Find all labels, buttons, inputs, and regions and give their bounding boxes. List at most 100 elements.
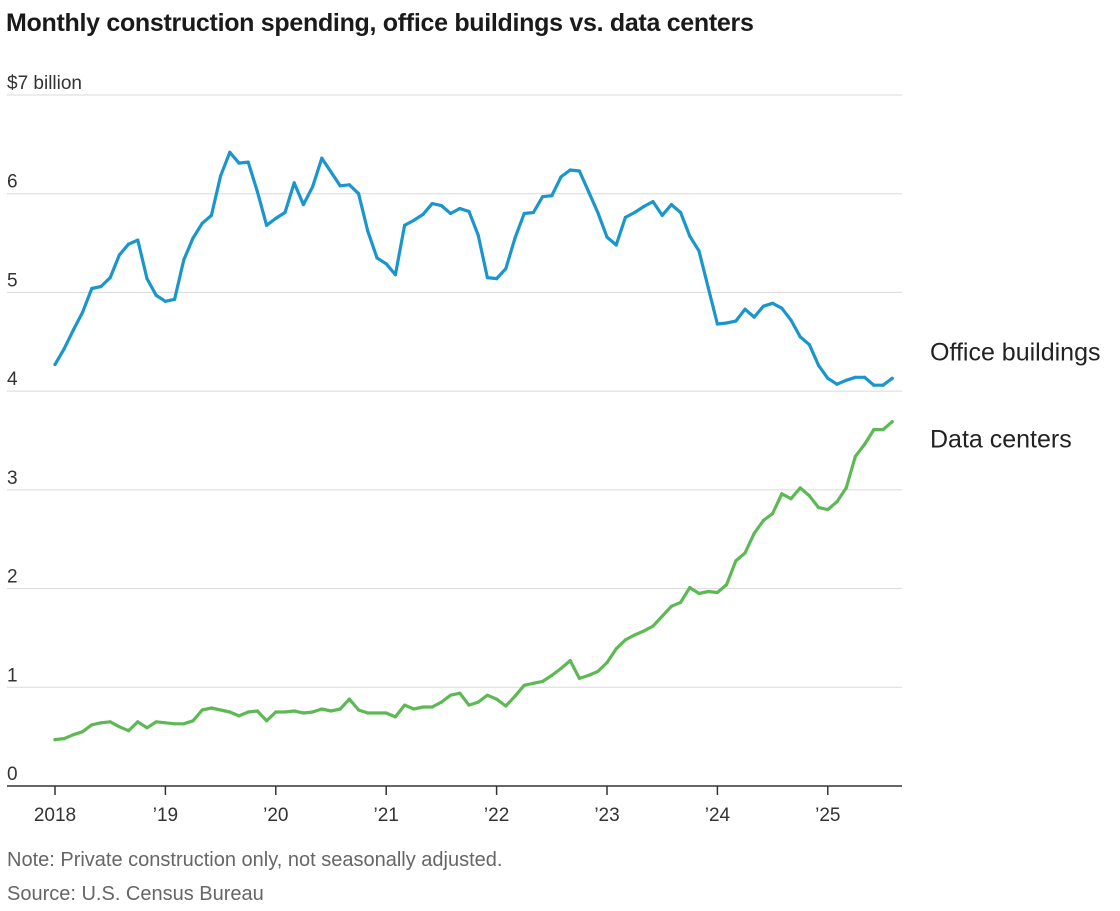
office-buildings-point [715, 322, 720, 326]
office-buildings-point [697, 249, 701, 253]
data-centers-point [301, 711, 305, 715]
data-centers-point [679, 600, 683, 604]
office-buildings-point [522, 211, 526, 216]
office-buildings-label: Office buildings [930, 338, 1100, 366]
office-buildings-point [807, 343, 812, 347]
data-centers-point [458, 691, 462, 695]
office-buildings-point [669, 202, 674, 207]
office-buildings-point [504, 267, 508, 271]
data-centers-point [495, 697, 499, 701]
office-buildings-point [237, 161, 241, 165]
data-centers-point [338, 707, 342, 711]
office-buildings-point [817, 363, 821, 368]
y-tick-label: $7 billion [7, 73, 82, 94]
office-buildings-point [366, 229, 370, 233]
office-buildings-point [154, 293, 158, 297]
data-centers-point [504, 704, 508, 708]
series-labels: Office buildings Data centers [930, 338, 1100, 453]
data-centers-point [881, 428, 885, 432]
office-buildings-point [458, 206, 462, 211]
data-centers-point [541, 679, 545, 683]
office-buildings-point [725, 321, 729, 325]
data-centers-point [605, 661, 609, 665]
office-buildings-point [393, 273, 397, 277]
data-centers-point [761, 518, 766, 523]
data-centers-point [439, 700, 443, 704]
x-tick-label: ’23 [594, 805, 619, 826]
data-centers-point [412, 707, 416, 711]
office-buildings-point [292, 181, 296, 185]
data-centers-point [219, 708, 223, 712]
office-buildings-point [81, 310, 85, 314]
data-centers-point [182, 722, 186, 726]
x-tick-label: ’20 [263, 805, 288, 826]
data-centers-point [550, 673, 554, 678]
data-centers-label: Data centers [930, 426, 1072, 454]
data-centers-point [614, 647, 618, 651]
data-centers-point [771, 511, 775, 516]
office-buildings-point [872, 383, 876, 387]
office-buildings-point [798, 335, 802, 339]
data-centers-point [596, 669, 600, 674]
data-centers-point [807, 494, 812, 498]
data-centers-point [311, 710, 315, 714]
office-buildings-point [614, 243, 618, 247]
data-centers-point [863, 442, 867, 447]
data-centers-point [237, 714, 241, 718]
data-centers-point [81, 730, 85, 734]
office-buildings-point [559, 175, 563, 179]
x-tick-label: 2018 [34, 805, 76, 826]
y-tick-label: 1 [7, 665, 18, 686]
data-centers-point [467, 703, 471, 707]
office-buildings-point [265, 223, 269, 227]
office-buildings-point [384, 262, 388, 266]
x-axis: 2018 ’19 ’20 ’21 ’22 ’23 ’24 ’25 [7, 785, 902, 826]
gridlines: 0 1 2 3 4 5 6 $7 billion [7, 73, 902, 785]
data-centers-point [485, 693, 489, 697]
data-centers-point [320, 707, 324, 711]
office-buildings-point [706, 285, 710, 290]
data-centers-point [71, 733, 75, 737]
office-buildings-point [163, 299, 167, 303]
office-buildings-point [228, 150, 232, 154]
data-centers-point [274, 710, 278, 714]
data-centers-point [357, 708, 361, 712]
chart-source: Source: U.S. Census Bureau [7, 883, 264, 905]
data-centers-point [430, 705, 434, 709]
data-centers-point [117, 725, 121, 729]
data-centers-point [154, 720, 158, 724]
office-buildings-point [136, 238, 140, 242]
chart-note: Note: Private construction only, not sea… [7, 849, 503, 871]
x-tick-label: ’22 [484, 805, 509, 826]
office-buildings-point [127, 242, 131, 246]
x-tick-label: ’21 [374, 805, 399, 826]
office-buildings-point [826, 376, 830, 380]
office-buildings-point [679, 210, 683, 215]
office-buildings-point [688, 234, 692, 238]
office-buildings-point [541, 195, 545, 199]
y-tick-label: 2 [7, 567, 18, 588]
office-buildings-point [108, 276, 112, 280]
data-centers-point [688, 585, 692, 590]
data-centers-point [706, 589, 710, 594]
office-buildings-point [780, 306, 784, 310]
data-centers-point [283, 710, 287, 714]
data-centers-point [127, 729, 131, 733]
office-buildings-point [145, 277, 149, 281]
office-buildings-point [485, 276, 489, 280]
data-centers-point [577, 676, 582, 681]
office-buildings-point [283, 210, 287, 215]
office-buildings-point [412, 218, 416, 222]
chart-title: Monthly construction spending, office bu… [6, 9, 754, 37]
office-buildings-point [771, 301, 775, 305]
data-centers-point [734, 559, 738, 563]
data-centers-point [375, 711, 379, 715]
data-centers-point [191, 719, 195, 723]
data-centers-point [265, 719, 269, 723]
office-buildings-point [513, 236, 517, 240]
data-centers-point [329, 709, 333, 713]
x-tick-label: ’19 [153, 805, 178, 826]
data-centers-point [255, 709, 259, 713]
office-buildings-point [890, 376, 894, 380]
office-buildings-point [62, 347, 66, 351]
